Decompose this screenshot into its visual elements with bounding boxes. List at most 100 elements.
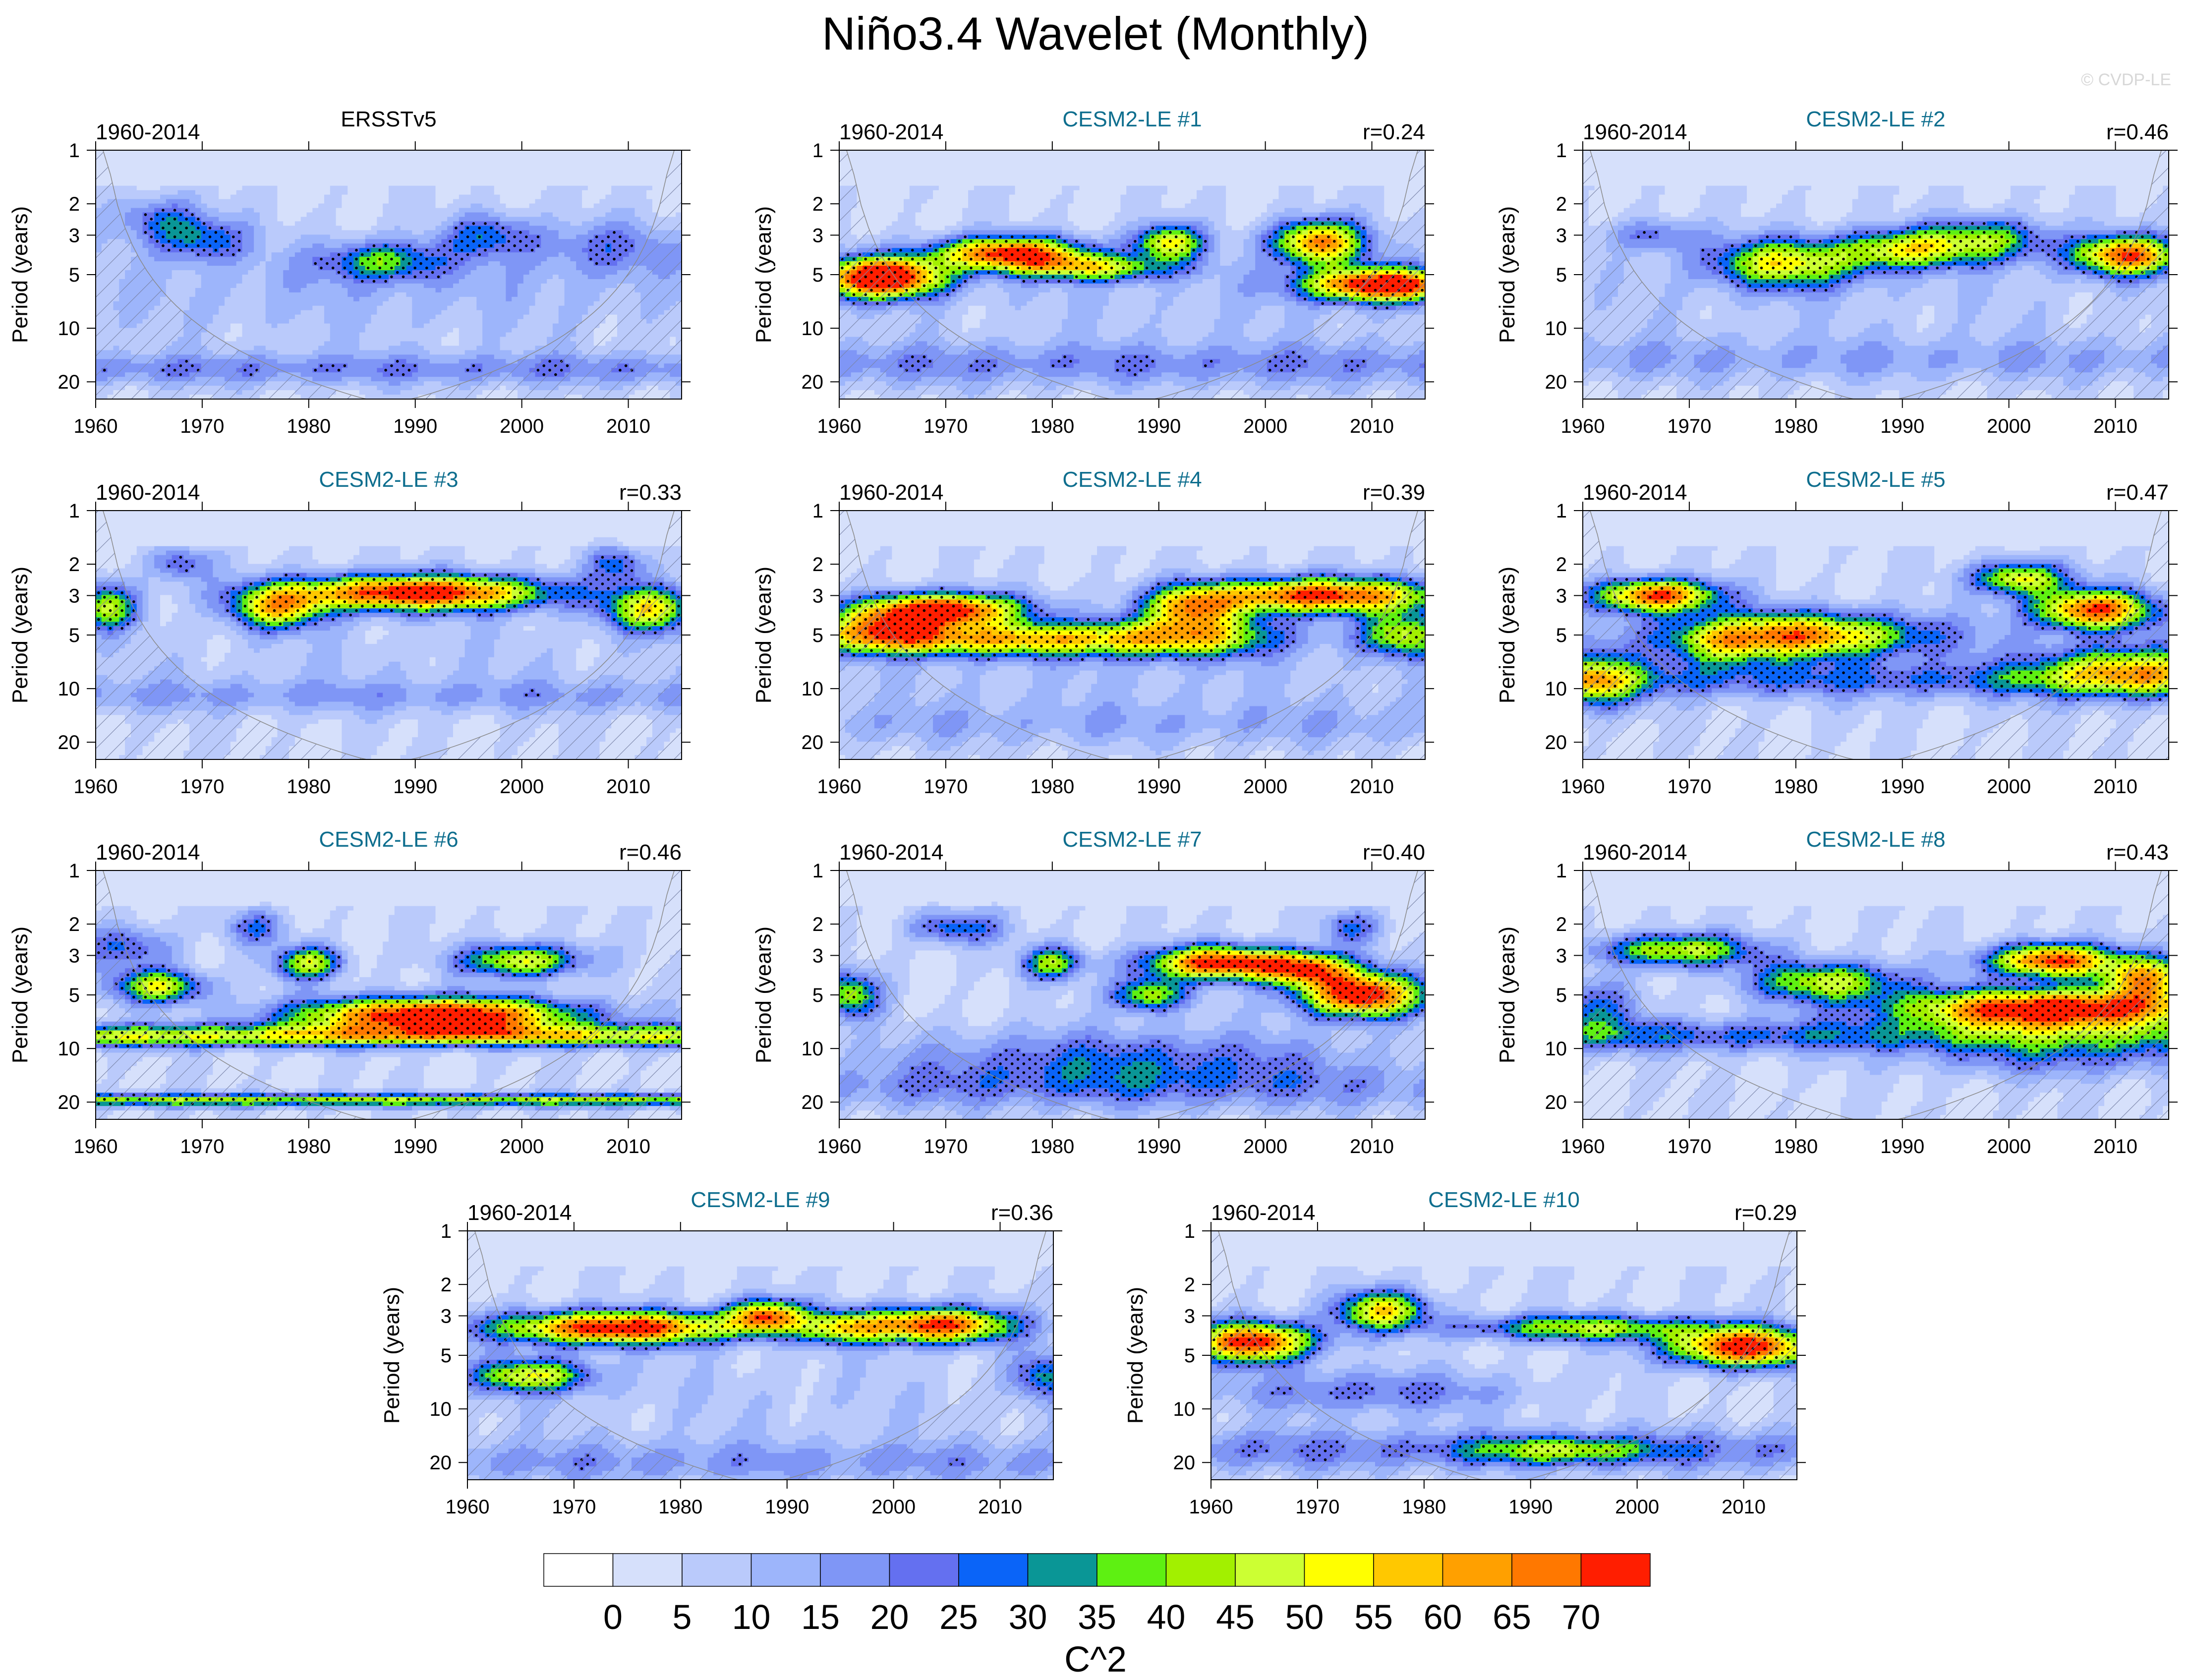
power-cell	[523, 337, 530, 342]
power-cell	[347, 177, 354, 182]
power-cell	[406, 199, 412, 204]
power-cell	[436, 213, 442, 218]
power-cell	[441, 275, 448, 280]
power-cell	[401, 284, 407, 289]
power-cell	[406, 377, 412, 382]
power-cell	[424, 324, 430, 329]
power-cell	[148, 181, 155, 186]
power-cell	[541, 243, 547, 248]
power-cell	[195, 155, 202, 160]
significance-dot	[179, 231, 182, 234]
power-cell	[500, 150, 507, 155]
power-cell	[307, 195, 313, 200]
power-cell	[418, 208, 424, 213]
power-cell	[412, 177, 418, 182]
power-cell	[565, 159, 571, 164]
power-cell	[154, 261, 161, 266]
power-cell	[447, 159, 454, 164]
power-cell	[430, 315, 436, 320]
power-cell	[476, 341, 483, 346]
power-cell	[283, 226, 289, 231]
power-cell	[424, 221, 430, 226]
power-cell	[371, 324, 378, 329]
power-cell	[418, 226, 424, 231]
power-cell	[177, 297, 184, 302]
power-cell	[231, 341, 237, 346]
power-cell	[324, 284, 331, 289]
power-cell	[248, 248, 254, 253]
significance-dot	[478, 227, 481, 230]
significance-dot	[185, 244, 188, 247]
power-cell	[213, 275, 219, 280]
power-cell	[254, 324, 260, 329]
power-cell	[529, 177, 536, 182]
power-cell	[401, 346, 407, 350]
power-cell	[277, 315, 284, 320]
power-cell	[424, 284, 430, 289]
power-cell	[582, 213, 588, 218]
power-cell	[535, 319, 542, 324]
power-cell	[219, 333, 225, 338]
power-cell	[447, 190, 454, 195]
power-cell	[447, 243, 454, 248]
power-cell	[588, 297, 594, 302]
significance-dot	[455, 235, 458, 238]
power-cell	[453, 350, 460, 355]
power-cell	[371, 359, 378, 364]
power-cell	[418, 159, 424, 164]
power-cell	[512, 341, 518, 346]
significance-dot	[472, 249, 475, 252]
power-cell	[172, 261, 178, 266]
power-cell	[301, 257, 307, 262]
power-cell	[412, 297, 418, 302]
significance-dot	[378, 276, 381, 279]
significance-dot	[203, 249, 206, 252]
power-cell	[512, 350, 518, 355]
power-cell	[242, 301, 249, 306]
power-cell	[377, 372, 383, 377]
power-cell	[500, 266, 507, 271]
power-cell	[242, 328, 249, 333]
power-cell	[377, 181, 383, 186]
power-cell	[312, 150, 319, 155]
power-cell	[523, 150, 530, 155]
power-cell	[283, 346, 289, 350]
power-cell	[494, 186, 501, 191]
power-cell	[406, 288, 412, 293]
power-cell	[541, 319, 547, 324]
power-cell	[248, 310, 254, 315]
power-cell	[213, 324, 219, 329]
power-cell	[307, 164, 313, 169]
power-cell	[148, 186, 155, 191]
power-cell	[213, 164, 219, 169]
power-cell	[512, 221, 518, 226]
power-cell	[582, 252, 588, 257]
power-cell	[494, 346, 501, 350]
power-cell	[207, 324, 214, 329]
power-cell	[195, 195, 202, 200]
power-cell	[183, 284, 190, 289]
power-cell	[272, 150, 278, 155]
power-cell	[383, 333, 389, 338]
power-cell	[559, 204, 565, 209]
power-cell	[231, 288, 237, 293]
power-cell	[254, 266, 260, 271]
power-cell	[277, 213, 284, 218]
power-cell	[535, 208, 542, 213]
power-cell	[488, 186, 495, 191]
power-cell	[565, 284, 571, 289]
power-cell	[476, 195, 483, 200]
power-cell	[553, 190, 559, 195]
power-cell	[312, 310, 319, 315]
power-cell	[418, 333, 424, 338]
power-cell	[219, 159, 225, 164]
power-cell	[553, 297, 559, 302]
significance-dot	[496, 249, 499, 252]
significance-dot	[209, 253, 212, 256]
power-cell	[318, 226, 325, 231]
power-cell	[137, 195, 143, 200]
power-cell	[277, 234, 284, 239]
power-cell	[430, 204, 436, 209]
power-cell	[365, 324, 372, 329]
power-cell	[559, 284, 565, 289]
